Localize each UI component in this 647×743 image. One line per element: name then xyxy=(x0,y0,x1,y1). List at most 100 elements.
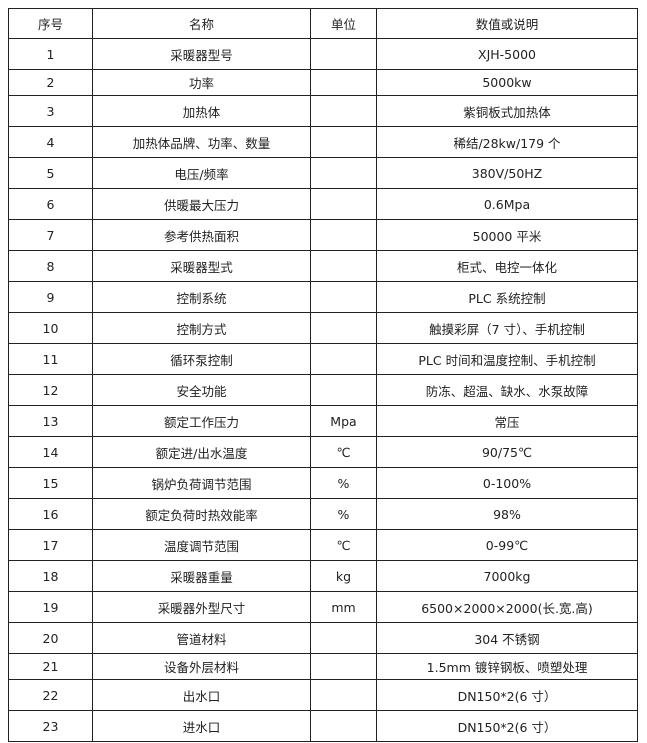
cell-index: 17 xyxy=(8,529,93,561)
header-name: 名称 xyxy=(92,8,311,39)
cell-name: 额定工作压力 xyxy=(92,405,311,437)
cell-name: 采暖器外型尺寸 xyxy=(92,591,311,623)
cell-unit xyxy=(310,250,377,282)
table-row: 14 额定进/出水温度 ℃ 90/75℃ xyxy=(8,436,638,468)
table-row: 16 额定负荷时热效能率% 98% xyxy=(8,498,638,530)
table-row: 4 加热体品牌、功率、数量 稀结/28kw/179 个 xyxy=(8,126,638,158)
cell-value: PLC 时间和温度控制、手机控制 xyxy=(376,343,638,375)
cell-index: 16 xyxy=(8,498,93,530)
cell-name: 加热体 xyxy=(92,95,311,127)
cell-index: 23 xyxy=(8,710,93,742)
cell-name: 加热体品牌、功率、数量 xyxy=(92,126,311,158)
cell-value: 触摸彩屏（7 寸）、手机控制 xyxy=(376,312,638,344)
cell-name: 参考供热面积 xyxy=(92,219,311,251)
cell-name: 循环泵控制 xyxy=(92,343,311,375)
spec-table: 序号 名称 单位 数值或说明 1 采暖器型号 XJH-5000 2 功率 5000kw 3 加… xyxy=(8,8,638,742)
cell-unit xyxy=(310,188,377,220)
header-value: 数值或说明 xyxy=(376,8,638,39)
cell-name: 温度调节范围 xyxy=(92,529,311,561)
table-row: 5 电压/频率 380V/50HZ xyxy=(8,157,638,189)
cell-value: 柜式、电控一体化 xyxy=(376,250,638,282)
cell-value: 304 不锈钢 xyxy=(376,622,638,654)
cell-name: 电压/频率 xyxy=(92,157,311,189)
cell-name: 管道材料 xyxy=(92,622,311,654)
cell-unit xyxy=(310,653,377,680)
cell-index: 2 xyxy=(8,69,93,96)
cell-value: 0-100% xyxy=(376,467,638,499)
cell-name: 采暖器型号 xyxy=(92,38,311,70)
cell-index: 21 xyxy=(8,653,93,680)
cell-index: 5 xyxy=(8,157,93,189)
cell-value: 50000 平米 xyxy=(376,219,638,251)
table-row: 10 控制方式 触摸彩屏（7 寸）、手机控制 xyxy=(8,312,638,344)
cell-value: DN150*2(6 寸） xyxy=(376,679,638,711)
cell-index: 14 xyxy=(8,436,93,468)
cell-value: 常压 xyxy=(376,405,638,437)
cell-index: 20 xyxy=(8,622,93,654)
table-row: 15 锅炉负荷调节范围% 0-100% xyxy=(8,467,638,499)
cell-unit xyxy=(310,38,377,70)
cell-name: 设备外层材料 xyxy=(92,653,311,680)
cell-value: 380V/50HZ xyxy=(376,157,638,189)
cell-unit: ℃ xyxy=(310,529,377,561)
cell-name: 额定负荷时热效能率 xyxy=(92,498,311,530)
cell-unit xyxy=(310,710,377,742)
table-row: 3 加热体 紫铜板式加热体 xyxy=(8,95,638,127)
cell-value: XJH-5000 xyxy=(376,38,638,70)
cell-unit: % xyxy=(310,498,377,530)
table-row: 18 采暖器重量 kg 7000kg xyxy=(8,560,638,592)
cell-unit: ℃ xyxy=(310,436,377,468)
cell-index: 15 xyxy=(8,467,93,499)
cell-index: 7 xyxy=(8,219,93,251)
table-row: 20 管道材料 304 不锈钢 xyxy=(8,622,638,654)
cell-unit: mm xyxy=(310,591,377,623)
header-row: 序号 名称 单位 数值或说明 xyxy=(8,8,638,39)
cell-value: 防冻、超温、缺水、水泵故障 xyxy=(376,374,638,406)
cell-index: 11 xyxy=(8,343,93,375)
cell-unit xyxy=(310,374,377,406)
cell-value: 7000kg xyxy=(376,560,638,592)
table-row: 11 循环泵控制 PLC 时间和温度控制、手机控制 xyxy=(8,343,638,375)
table-row: 23 进水口 DN150*2(6 寸） xyxy=(8,710,638,742)
cell-value: 紫铜板式加热体 xyxy=(376,95,638,127)
cell-unit xyxy=(310,69,377,96)
cell-name: 控制系统 xyxy=(92,281,311,313)
cell-unit xyxy=(310,679,377,711)
cell-index: 6 xyxy=(8,188,93,220)
cell-value: 0-99℃ xyxy=(376,529,638,561)
cell-value: 98% xyxy=(376,498,638,530)
table-row: 22 出水口 DN150*2(6 寸） xyxy=(8,679,638,711)
cell-unit xyxy=(310,157,377,189)
table-row: 12 安全功能 防冻、超温、缺水、水泵故障 xyxy=(8,374,638,406)
cell-name: 进水口 xyxy=(92,710,311,742)
cell-index: 8 xyxy=(8,250,93,282)
cell-name: 采暖器重量 xyxy=(92,560,311,592)
cell-index: 18 xyxy=(8,560,93,592)
cell-index: 1 xyxy=(8,38,93,70)
cell-name: 控制方式 xyxy=(92,312,311,344)
cell-value: 1.5mm 镀锌钢板、喷塑处理 xyxy=(376,653,638,680)
cell-value: 90/75℃ xyxy=(376,436,638,468)
cell-unit xyxy=(310,95,377,127)
cell-unit xyxy=(310,343,377,375)
cell-value: PLC 系统控制 xyxy=(376,281,638,313)
table-row: 21 设备外层材料 1.5mm 镀锌钢板、喷塑处理 xyxy=(8,653,638,680)
cell-unit xyxy=(310,219,377,251)
table-row: 1 采暖器型号 XJH-5000 xyxy=(8,38,638,70)
cell-name: 额定进/出水温度 xyxy=(92,436,311,468)
cell-value: 5000kw xyxy=(376,69,638,96)
cell-index: 22 xyxy=(8,679,93,711)
cell-index: 10 xyxy=(8,312,93,344)
cell-unit xyxy=(310,126,377,158)
cell-unit: % xyxy=(310,467,377,499)
header-index: 序号 xyxy=(8,8,93,39)
cell-value: 6500×2000×2000(长.宽.高) xyxy=(376,591,638,623)
table-row: 13 额定工作压力 Mpa 常压 xyxy=(8,405,638,437)
header-unit: 单位 xyxy=(310,8,377,39)
table-row: 7 参考供热面积 50000 平米 xyxy=(8,219,638,251)
cell-name: 出水口 xyxy=(92,679,311,711)
cell-unit xyxy=(310,312,377,344)
cell-name: 供暖最大压力 xyxy=(92,188,311,220)
cell-unit xyxy=(310,281,377,313)
cell-index: 13 xyxy=(8,405,93,437)
